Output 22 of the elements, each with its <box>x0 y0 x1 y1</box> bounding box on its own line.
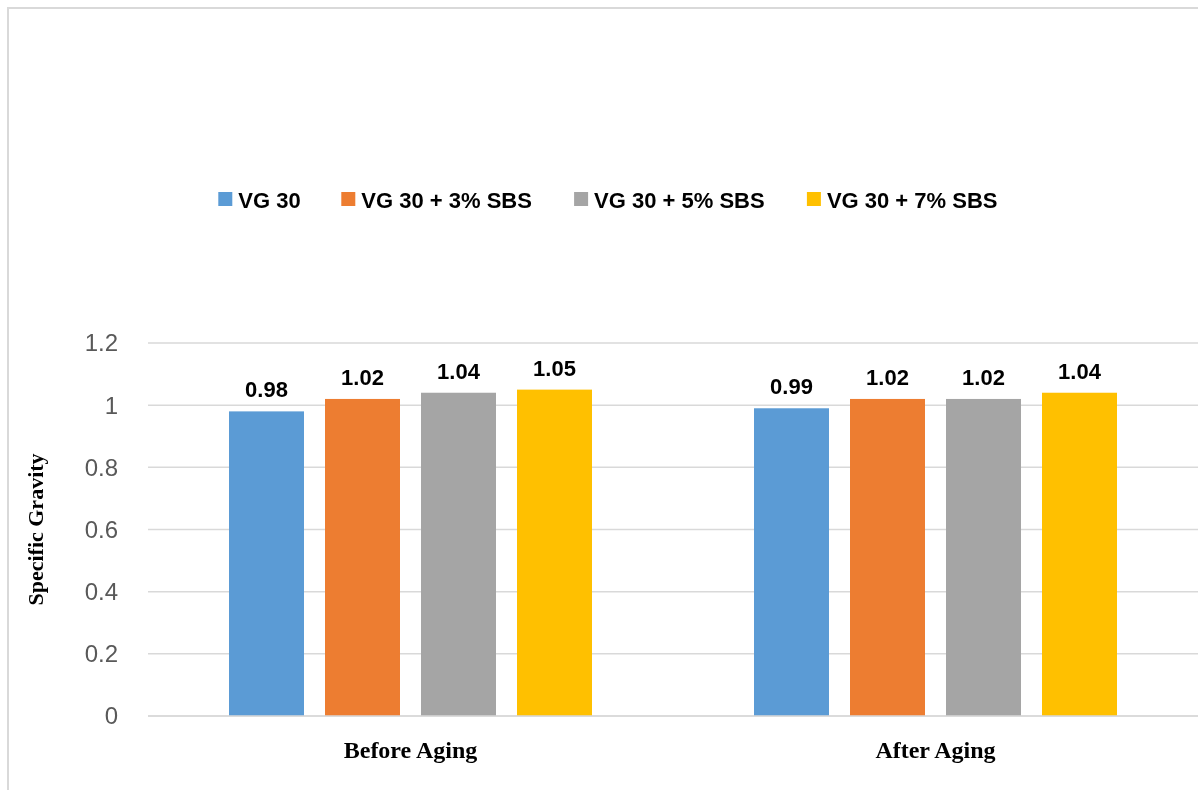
y-tick-label: 0.4 <box>84 578 118 606</box>
data-label: 1.05 <box>533 355 576 381</box>
data-label: 1.04 <box>1058 358 1102 384</box>
x-tick-label: Before Aging <box>343 737 478 763</box>
y-tick-label: 0.2 <box>84 640 118 668</box>
legend-label: VG 30 <box>238 187 301 213</box>
x-tick-label: After Aging <box>875 737 996 763</box>
data-label: 1.02 <box>341 364 384 390</box>
legend-label: VG 30 + 5% SBS <box>594 187 765 213</box>
legend-label: VG 30 + 7% SBS <box>826 187 998 213</box>
data-label: 1.04 <box>437 358 481 384</box>
legend-label: VG 30 + 3% SBS <box>361 187 532 213</box>
y-tick-label: 0 <box>104 702 118 730</box>
y-tick-label: 0.6 <box>84 515 118 543</box>
data-label: 1.02 <box>866 364 909 390</box>
y-tick-label: 1.2 <box>84 329 118 357</box>
y-tick-label: 1 <box>104 391 118 419</box>
data-label: 0.99 <box>770 374 813 400</box>
data-label: 1.02 <box>962 364 1005 390</box>
y-axis-title: Specific Gravity <box>23 453 48 606</box>
data-label: 0.98 <box>245 377 288 403</box>
y-tick-label: 0.8 <box>84 453 118 481</box>
